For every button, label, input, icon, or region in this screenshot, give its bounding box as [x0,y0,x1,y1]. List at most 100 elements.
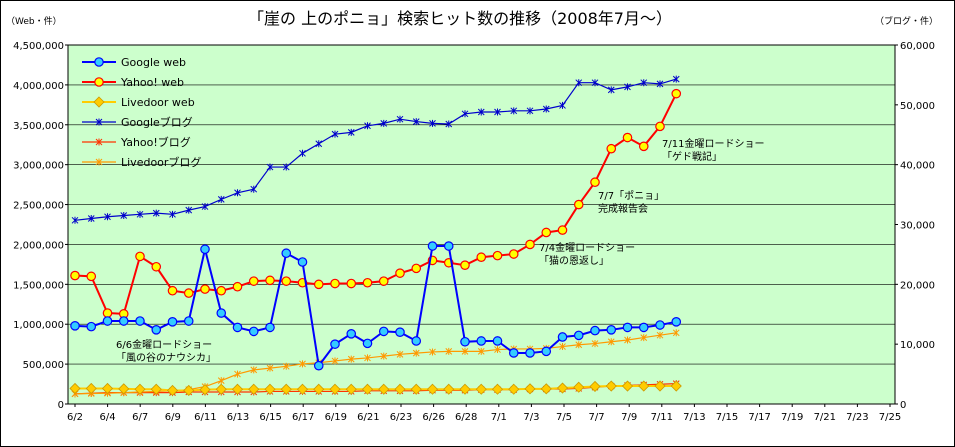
data-point [525,239,535,250]
axes-layer: 0 500,000 1,000,000 1,500,000 2,000,000 2,500… [13,41,935,423]
data-point [329,383,341,395]
data-point [476,252,487,263]
data-point [606,325,617,335]
data-point [185,206,193,214]
data-point [525,348,535,358]
annotation-text: 「猫の恩返し」 [539,254,609,267]
data-point [169,210,176,218]
data-point [94,57,104,67]
data-point [640,79,648,87]
data-point [672,329,680,337]
data-point [396,350,404,358]
y-left-tick-label: 1,000,000 [13,320,64,331]
data-point [589,380,601,393]
data-point [281,248,292,259]
data-point [85,382,97,395]
data-point [508,348,519,358]
data-point [559,343,566,351]
data-point [282,163,290,171]
x-tick-label: 7/1 [491,412,507,423]
data-point [266,163,274,171]
annotation-text: 7/11金曜ロードショー [662,137,764,150]
data-point [150,383,162,395]
data-point [542,105,550,113]
data-point [508,249,519,259]
data-point [624,83,631,91]
y-left-tick-label: 4,000,000 [13,81,64,92]
data-point [656,331,664,339]
data-point [362,338,373,349]
data-point [606,143,617,154]
y-right-tick-label: 10,000 [900,340,935,351]
y-left-tick-label: 1,500,000 [13,280,64,291]
left-axis-unit: （Web・件） [6,15,62,27]
data-point [216,285,227,296]
data-point [541,346,552,357]
data-point [607,86,615,94]
legend-item: Livedoorブログ [82,155,201,169]
y-left-tick-label: 2,000,000 [13,240,64,251]
data-point [215,383,227,395]
data-point [152,209,160,217]
data-point [477,347,485,355]
data-point [199,384,211,396]
data-point [443,383,455,395]
legend: Google web Yahoo! web Livedoor web Googleブロ… [82,56,201,169]
x-tick-label: 6/15 [259,412,281,423]
data-point [167,317,178,327]
y-right-tick-label: 40,000 [900,161,935,172]
data-point [250,185,258,193]
data-point [656,80,664,88]
data-point [183,316,194,326]
data-point [573,330,584,341]
data-point [86,271,97,282]
data-point [575,79,583,87]
data-point [104,213,111,221]
annotation-text: 7/4金曜ロードショー [539,241,635,254]
data-point [95,118,103,126]
legend-item: Livedoor web [82,96,195,109]
data-point [638,380,650,392]
data-point [347,128,355,136]
data-point [672,75,680,83]
series-2 [69,380,682,397]
data-point [200,284,210,294]
data-point [624,336,631,344]
data-point [590,177,600,188]
data-point [622,322,633,333]
data-point [201,203,209,211]
data-point [575,341,583,349]
data-point [622,132,633,143]
data-point [475,383,487,395]
x-tick-label: 7/25 [879,412,901,423]
data-point [426,383,439,395]
data-point [670,380,682,392]
data-point [607,338,615,346]
data-point [167,285,178,296]
data-point [151,325,162,335]
data-point [605,380,617,392]
y-right-tick-label: 50,000 [900,101,935,112]
data-point [364,354,371,362]
data-point [95,138,103,146]
data-point [412,118,420,126]
data-point [232,281,243,292]
data-point [232,322,243,333]
x-tick-label: 6/4 [100,412,116,423]
data-point [494,108,501,116]
y-left-tick-label: 2,500,000 [13,201,64,212]
data-point [71,216,79,224]
data-point [248,383,260,395]
data-point [331,130,339,138]
legend-label: Google web [121,56,186,69]
data-point [265,275,275,286]
y-left-tick-label: 500,000 [23,360,64,371]
data-point [282,362,290,370]
x-tick-label: 7/13 [683,412,705,423]
data-point [135,251,145,262]
data-point [216,308,227,318]
annotation-text: 「ゲド戦記」 [662,150,722,163]
data-point [476,336,487,346]
data-point [655,121,665,132]
data-point [640,334,648,342]
